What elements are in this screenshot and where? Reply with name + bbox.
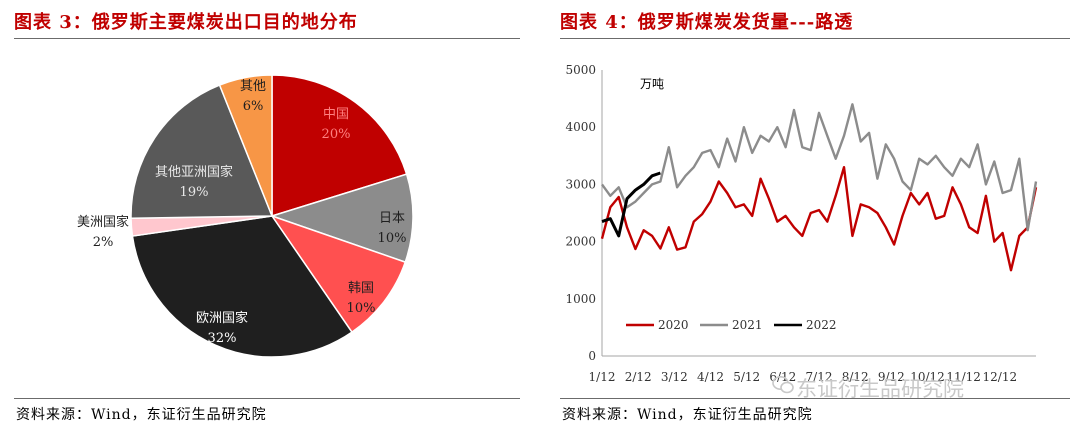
pie-slice <box>218 74 273 217</box>
series-line-2021 <box>601 103 1038 232</box>
source-divider <box>560 398 1070 399</box>
slice-percent-label: 19% <box>180 185 209 200</box>
unit-label: 万吨 <box>640 77 664 91</box>
x-tick-label: 10/12 <box>910 370 945 384</box>
x-tick-label: 12/12 <box>983 370 1018 384</box>
line-chart-title: 图表 4：俄罗斯煤炭发货量---路透 <box>560 12 854 33</box>
slice-percent-label: 20% <box>322 127 351 142</box>
y-tick-label: 3000 <box>565 177 596 191</box>
x-tick-label: 5/12 <box>733 370 760 384</box>
x-tick-label: 1/12 <box>589 370 616 384</box>
pie-slice <box>130 84 274 220</box>
legend-label-2021: 2021 <box>732 318 763 332</box>
slice-label: 欧洲国家 <box>196 310 248 326</box>
x-tick-label: 8/12 <box>842 370 869 384</box>
y-tick-label: 4000 <box>565 120 596 134</box>
pie-slice <box>270 214 407 334</box>
watermark-text: 东证衍生品研究院 <box>796 377 964 401</box>
x-tick-label: 2/12 <box>625 370 652 384</box>
x-tick-label: 11/12 <box>946 370 981 384</box>
slice-percent-label: 10% <box>347 301 376 316</box>
title-divider <box>560 38 1070 39</box>
series-line-2022 <box>601 171 661 238</box>
pie-slice <box>131 215 354 358</box>
slice-label: 其他亚洲国家 <box>155 164 233 180</box>
source-divider <box>14 398 520 399</box>
slice-label: 美洲国家 <box>77 214 129 230</box>
title-divider <box>14 38 520 39</box>
legend: 2020 2021 2022 <box>626 318 837 332</box>
legend-label-2022: 2022 <box>806 318 837 332</box>
line-chart: 0 1000 2000 3000 4000 5000 万吨 1/12 2/12 3/12 4/12 5… <box>565 63 1038 384</box>
x-tick-label: 3/12 <box>661 370 688 384</box>
slice-label: 中国 <box>323 107 349 122</box>
slice-percent-label: 2% <box>93 235 114 250</box>
slice-label: 日本 <box>379 211 405 226</box>
slice-percent-label: 32% <box>208 331 237 346</box>
slice-label: 韩国 <box>348 281 374 296</box>
wechat-icon <box>772 376 794 394</box>
legend-label-2020: 2020 <box>658 318 689 332</box>
pie-slice <box>271 74 408 218</box>
slice-percent-label: 6% <box>243 99 264 114</box>
pie-chart-title: 图表 3：俄罗斯主要煤炭出口目的地分布 <box>14 12 358 33</box>
pie-slice <box>269 173 414 264</box>
y-tick-label: 2000 <box>565 235 596 249</box>
y-tick-label: 0 <box>588 349 596 363</box>
slice-percent-label: 10% <box>378 231 407 246</box>
pie-chart: 中国 20% 日本 10% 韩国 10% 欧洲国家 32% 美洲国家 2% 其他亚洲国家 19% 其他 6… <box>77 74 414 358</box>
y-tick-label: 5000 <box>565 63 596 77</box>
source-note: 资料来源：Wind，东证衍生品研究院 <box>16 407 267 423</box>
slice-label: 其他 <box>240 79 266 94</box>
y-tick-label: 1000 <box>565 292 596 306</box>
series-line-2020 <box>600 165 1038 272</box>
line-chart-panel: 图表 4：俄罗斯煤炭发货量---路透 0 1000 2000 3000 4000 5000… <box>546 0 1080 434</box>
x-tick-label: 7/12 <box>806 370 833 384</box>
source-note: 资料来源：Wind，东证衍生品研究院 <box>562 407 813 423</box>
x-tick-label: 4/12 <box>697 370 724 384</box>
pie-chart-panel: 图表 3：俄罗斯主要煤炭出口目的地分布 中国 20% 日本 10% 韩国 10% 欧洲国家 3… <box>0 0 522 434</box>
x-tick-label: 9/12 <box>878 370 905 384</box>
